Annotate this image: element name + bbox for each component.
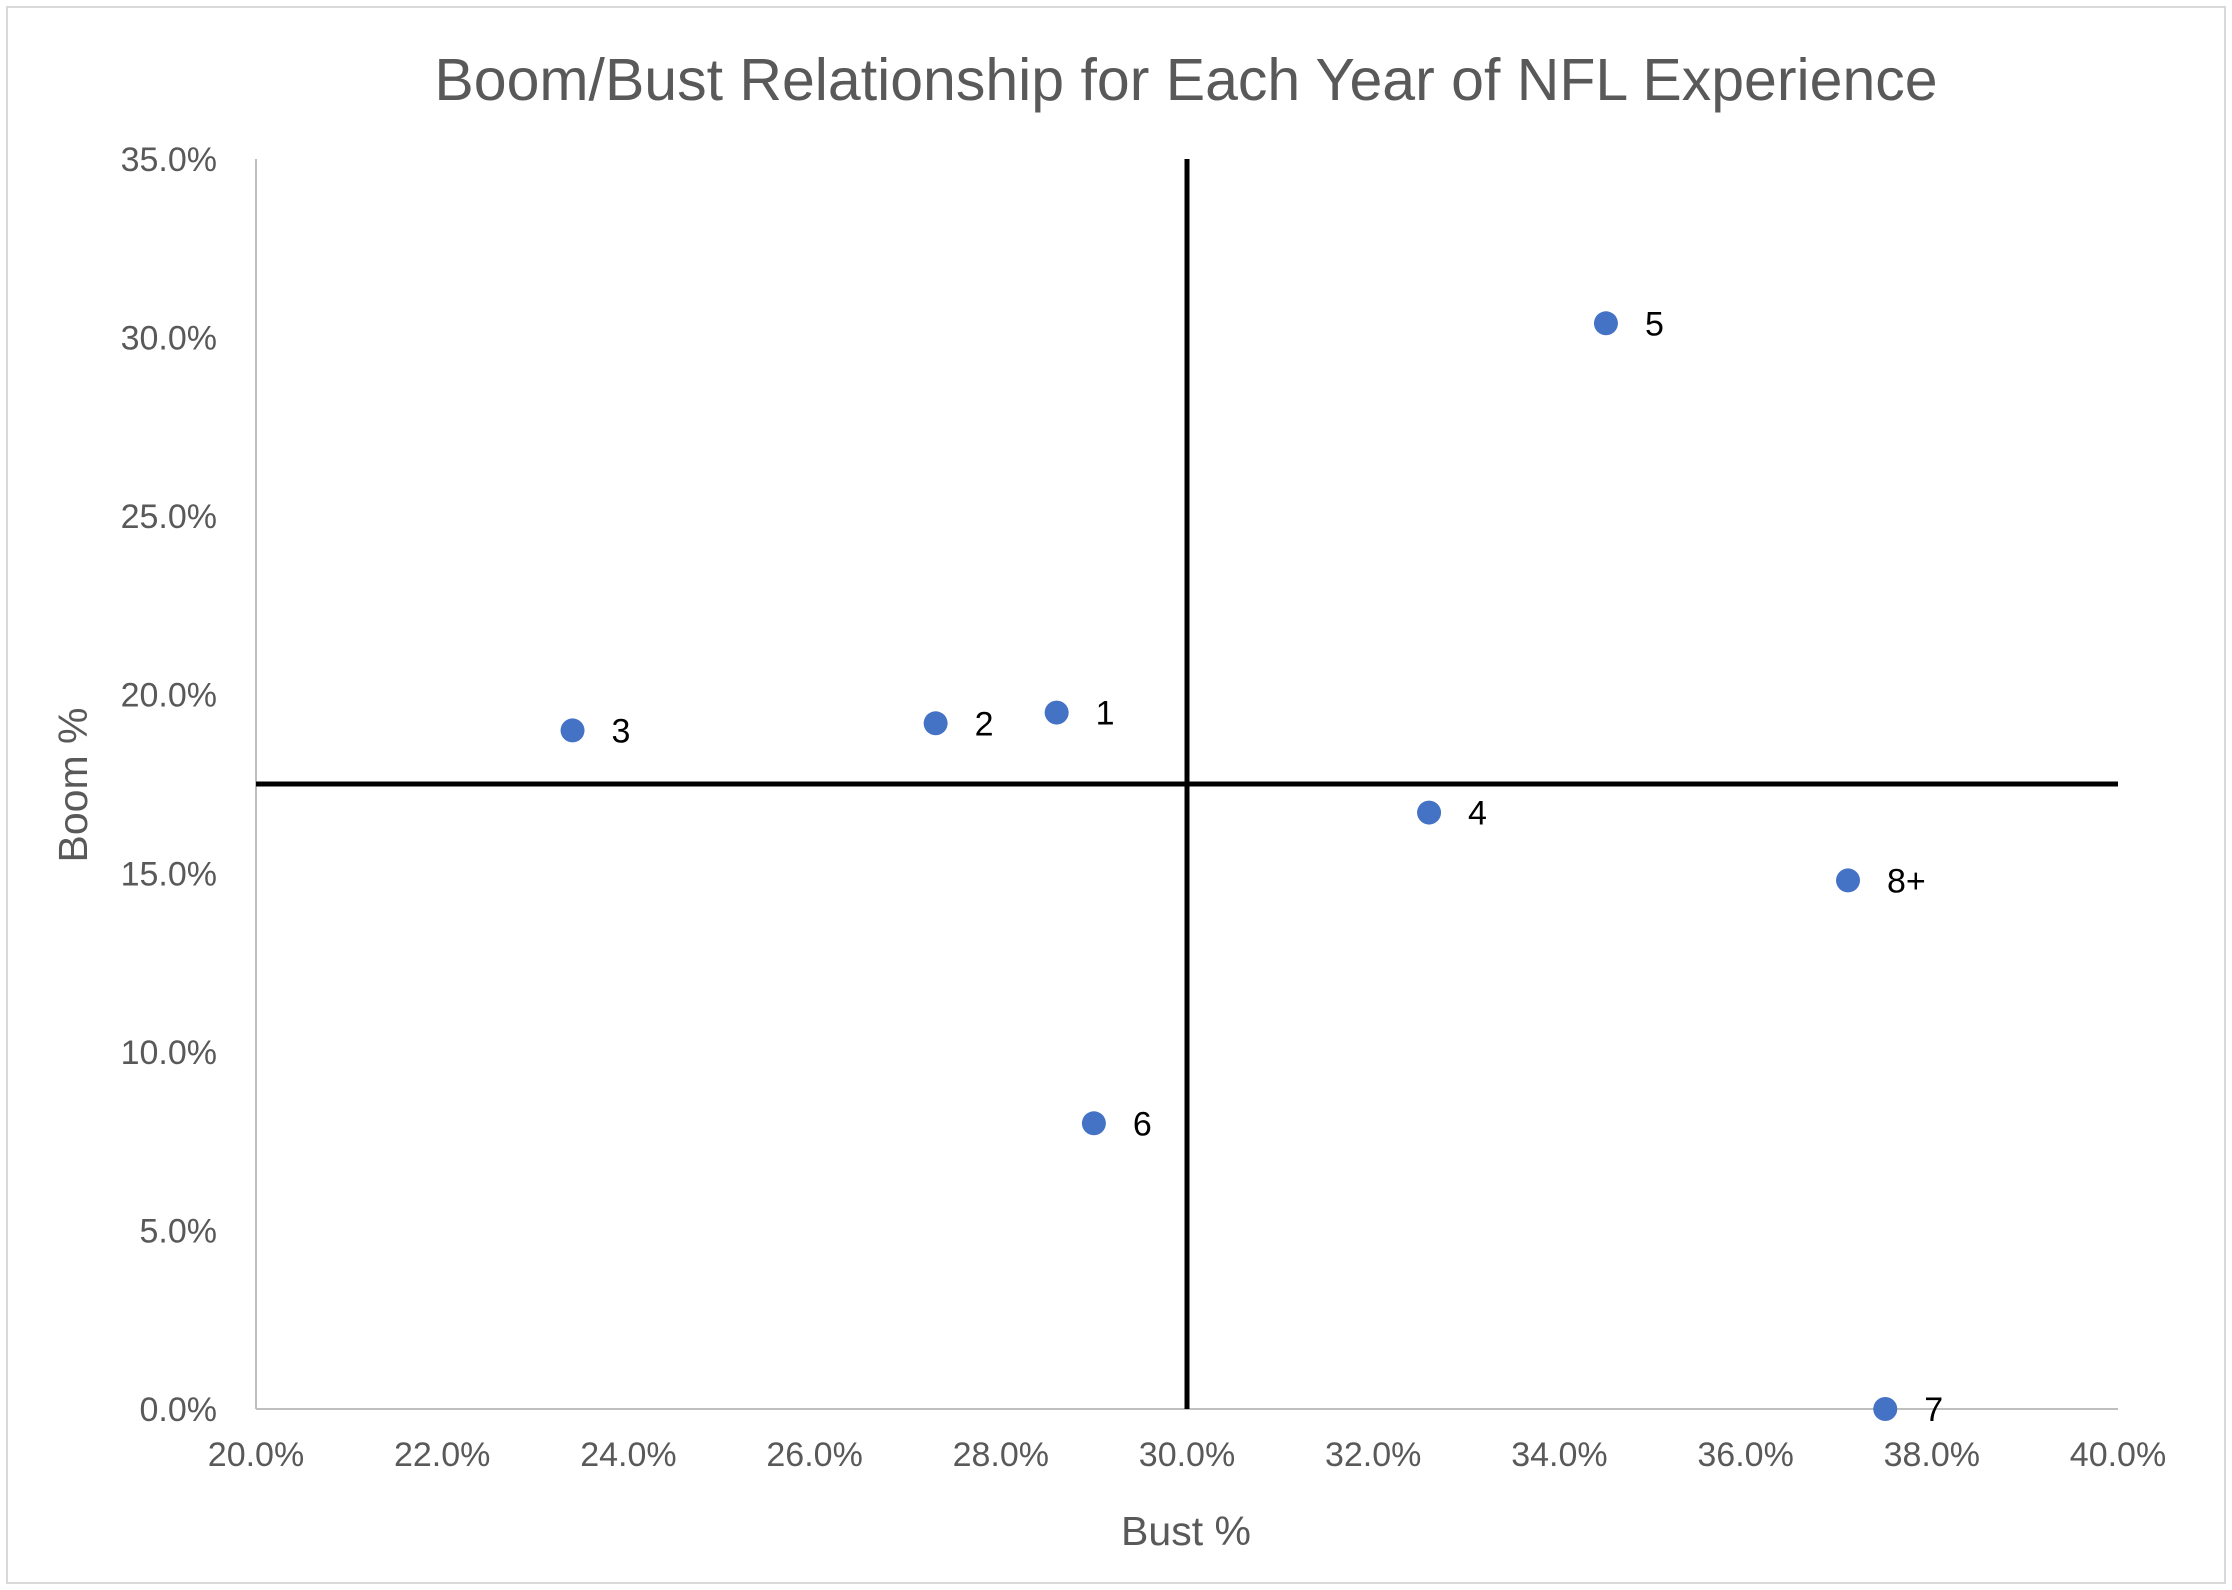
y-tick-label: 5.0%: [140, 1212, 218, 1250]
data-labels: 1 2 3 4 5 6 7 8+: [612, 305, 1944, 1429]
x-tick-label: 40.0%: [2070, 1436, 2166, 1474]
x-tick-label: 20.0%: [208, 1436, 304, 1474]
data-point: [1593, 311, 1618, 336]
data-point: [923, 711, 948, 736]
data-points: [560, 311, 1898, 1421]
data-label: 6: [1133, 1105, 1152, 1143]
x-tick-label: 28.0%: [953, 1436, 1049, 1474]
x-tick-labels: 20.0% 22.0% 24.0% 26.0% 28.0% 30.0% 32.0% 34.0%…: [208, 1436, 2166, 1474]
data-point: [1873, 1397, 1898, 1421]
y-tick-label: 25.0%: [121, 498, 217, 536]
y-tick-label: 30.0%: [121, 320, 217, 358]
x-tick-label: 34.0%: [1511, 1436, 1607, 1474]
reference-lines: [256, 159, 2118, 1409]
data-label: 5: [1645, 305, 1664, 343]
x-tick-label: 24.0%: [580, 1436, 676, 1474]
y-tick-label: 35.0%: [121, 141, 217, 179]
x-tick-label: 22.0%: [394, 1436, 490, 1474]
chart-frame: [6, 6, 2226, 1584]
data-label: 4: [1468, 795, 1487, 833]
data-point: [1044, 700, 1069, 725]
y-tick-label: 10.0%: [121, 1034, 217, 1072]
data-point: [1081, 1111, 1106, 1136]
data-label: 3: [612, 712, 631, 750]
x-axis-title: Bust %: [1121, 1508, 1251, 1554]
y-axis-title: Boom %: [50, 708, 96, 863]
data-point: [560, 718, 585, 743]
data-label: 8+: [1887, 862, 1926, 900]
y-tick-labels: 0.0% 5.0% 10.0% 15.0% 20.0% 25.0% 30.0% 35.0%: [121, 141, 217, 1429]
y-tick-label: 15.0%: [121, 855, 217, 893]
data-point: [1417, 800, 1442, 825]
x-tick-label: 26.0%: [766, 1436, 862, 1474]
x-tick-label: 36.0%: [1697, 1436, 1793, 1474]
data-point: [1836, 868, 1861, 893]
y-tick-label: 0.0%: [140, 1391, 218, 1429]
data-label: 2: [975, 705, 994, 743]
x-tick-label: 38.0%: [1884, 1436, 1980, 1474]
data-label: 1: [1096, 695, 1115, 733]
chart-title: Boom/Bust Relationship for Each Year of …: [434, 47, 1937, 113]
x-tick-label: 30.0%: [1139, 1436, 1235, 1474]
data-label: 7: [1924, 1391, 1943, 1429]
y-tick-label: 20.0%: [121, 677, 217, 715]
x-tick-label: 32.0%: [1325, 1436, 1421, 1474]
